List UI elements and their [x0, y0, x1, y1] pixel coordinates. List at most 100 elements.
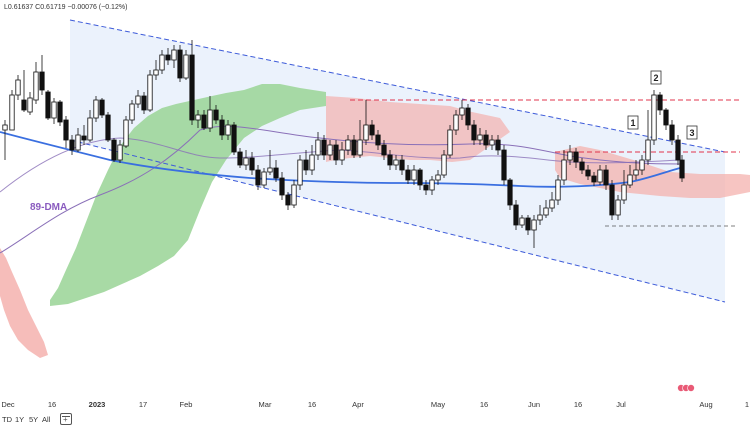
wave-label-text: 2: [653, 73, 658, 83]
candle-body: [657, 94, 663, 111]
candle-body: [537, 214, 543, 221]
candle-body: [453, 114, 459, 131]
candle-body: [177, 49, 183, 79]
candle-body: [141, 95, 147, 111]
candle-body: [393, 159, 399, 166]
candle-body: [501, 149, 507, 181]
dma-89-line: [0, 131, 681, 188]
candle: [327, 140, 333, 160]
channel-upper-line: [69, 19, 726, 153]
candle: [399, 155, 405, 175]
candle-body: [663, 109, 669, 126]
candle-body: [63, 119, 69, 141]
candle: [9, 90, 15, 131]
candle: [387, 150, 393, 170]
candle: [147, 70, 153, 112]
candle: [339, 142, 345, 165]
candle: [333, 140, 339, 165]
candle-body: [273, 167, 279, 179]
candle: [21, 70, 27, 112]
candle: [603, 165, 609, 190]
candle-body: [399, 159, 405, 171]
candle-body: [291, 184, 297, 206]
candle-body: [327, 144, 333, 156]
candle: [267, 150, 273, 175]
candle: [675, 135, 681, 165]
candle-body: [135, 95, 141, 105]
candle-body: [639, 159, 645, 171]
cloud-bearish-early: [0, 248, 48, 358]
candle: [429, 176, 435, 195]
candle: [597, 165, 603, 185]
candle: [273, 160, 279, 182]
candle: [549, 192, 555, 212]
price-chart[interactable]: 89-DMA 1 2 3 Dec 16 2023 17 Feb Mar 16 Apr May 16 Jun…: [0, 0, 750, 412]
candle-body: [33, 71, 39, 101]
candle: [639, 155, 645, 175]
candle-body: [117, 144, 123, 161]
candle: [213, 105, 219, 124]
candle: [519, 215, 525, 228]
candle-body: [195, 114, 201, 121]
candle: [105, 112, 111, 142]
candle: [219, 115, 225, 140]
candle: [27, 92, 33, 115]
candle-body: [15, 79, 21, 96]
candle: [255, 165, 261, 190]
candle: [381, 140, 387, 160]
candle-body: [441, 154, 447, 176]
x-tick-label: 1: [745, 400, 749, 409]
wave-label-text: 3: [689, 128, 694, 138]
candle: [459, 100, 465, 120]
range-button-1y[interactable]: 1Y: [15, 415, 25, 424]
range-button-td[interactable]: TD: [2, 415, 12, 424]
candle-body: [21, 99, 27, 111]
candle: [63, 116, 69, 148]
candle-body: [147, 74, 153, 111]
candle: [39, 55, 45, 95]
candle-body: [315, 139, 321, 156]
candle-body: [303, 159, 309, 171]
candle: [513, 200, 519, 230]
x-tick-label: Feb: [180, 400, 193, 409]
candle: [621, 170, 627, 204]
candle-body: [591, 175, 597, 183]
candle: [171, 45, 177, 68]
candle: [679, 155, 685, 182]
candle-body: [411, 169, 417, 181]
candle: [57, 100, 63, 126]
x-tick-label: Dec: [1, 400, 15, 409]
candle: [345, 135, 351, 155]
range-button-all[interactable]: All: [42, 415, 51, 424]
candle: [87, 110, 93, 142]
candle: [417, 168, 423, 190]
candle: [555, 175, 561, 205]
candle-body: [519, 217, 525, 226]
candle: [573, 148, 579, 168]
candle-body: [615, 199, 621, 216]
candle: [297, 155, 303, 190]
candle: [471, 120, 477, 145]
candle-body: [651, 94, 657, 141]
candle-body: [585, 169, 591, 177]
candle-body: [645, 139, 651, 161]
candle-body: [123, 119, 129, 147]
candle-body: [129, 103, 135, 121]
candle-body: [309, 154, 315, 171]
candle: [111, 138, 117, 162]
calendar-icon[interactable]: [60, 413, 72, 425]
event-flag-icon: [687, 384, 695, 392]
candle: [123, 116, 129, 148]
candle-body: [621, 184, 627, 201]
candle: [309, 145, 315, 175]
candle-body: [675, 139, 681, 161]
candle-body: [525, 217, 531, 231]
candle-body: [81, 135, 87, 141]
candle: [183, 50, 189, 80]
candle: [177, 45, 183, 82]
candle: [291, 180, 297, 208]
range-button-5y[interactable]: 5Y: [29, 415, 39, 424]
wave-label-box: [686, 125, 698, 140]
candle-body: [93, 99, 99, 119]
candle-body: [597, 169, 603, 183]
